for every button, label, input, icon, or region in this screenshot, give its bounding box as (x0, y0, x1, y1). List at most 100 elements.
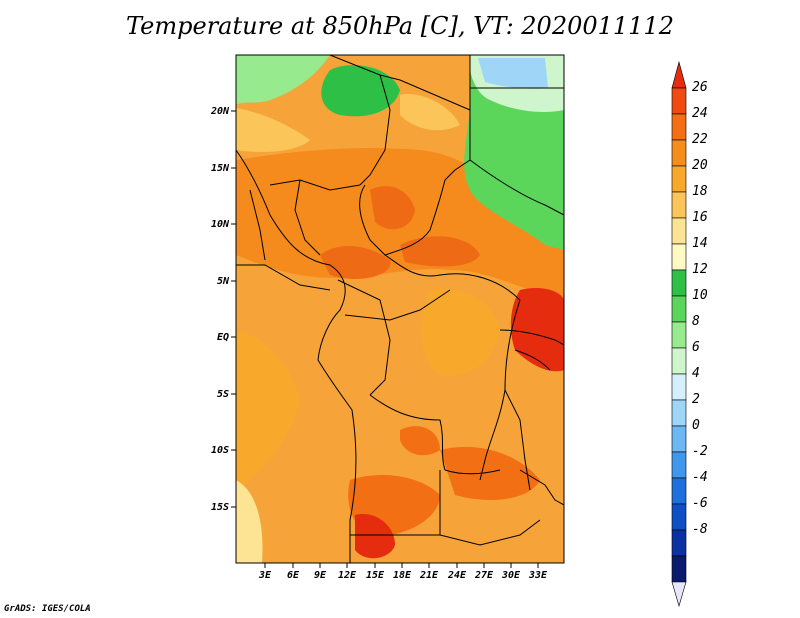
colorbar-box (671, 529, 687, 557)
lat-tick-label: 10N (211, 219, 230, 230)
colorbar-box (671, 373, 687, 401)
country-boundaries (236, 55, 564, 563)
colorbar-box (671, 399, 687, 427)
border-uganda (499, 329, 564, 346)
colorbar-label: -6 (692, 496, 708, 511)
border-west-1 (249, 189, 266, 261)
colorbar-box (671, 425, 687, 453)
border-north-2 (359, 74, 391, 186)
border-benin-nigeria (294, 179, 321, 256)
lon-tick-label: 21E (419, 570, 439, 581)
lake-victoria-border (514, 349, 551, 371)
colorbar-label: 18 (692, 184, 708, 199)
lat-tick-label: 10S (211, 445, 229, 456)
warm-patch-south-2 (440, 446, 540, 500)
mild-patch-north (400, 94, 460, 131)
cool-coast-sw (236, 480, 263, 563)
border-malawi (519, 469, 564, 506)
colorbar-label: 0 (692, 418, 700, 433)
lon-tick-label: 27E (474, 570, 494, 581)
cool-region-nw (236, 55, 330, 105)
border-drc-south (369, 394, 501, 475)
mild-region-congo (421, 289, 500, 376)
colorbar-label: 24 (692, 106, 708, 121)
colorbar-label: 22 (692, 132, 708, 147)
temperature-field (236, 55, 564, 563)
border-cameroon-congo (337, 279, 391, 396)
border-sudan-east (469, 159, 564, 216)
colorbar-box (671, 477, 687, 505)
border-ne (469, 87, 564, 110)
cool-region-north (236, 55, 564, 250)
colorbar-label: -2 (692, 444, 708, 459)
lat-tick-label: 20N (210, 106, 230, 117)
colorbar-box (671, 503, 687, 531)
colorbar-box (671, 295, 687, 323)
colorbar-label: 16 (692, 210, 708, 225)
colorbar-box (671, 555, 687, 583)
colorbar-label: 6 (692, 340, 700, 355)
mild-region-west (236, 330, 300, 490)
colorbar: 26 24 22 20 18 16 14 12 10 8 6 4 2 0 -2 … (671, 60, 708, 608)
warm-patch-south-3 (400, 426, 440, 456)
lon-tick-label: 9E (314, 570, 327, 581)
colorbar-box (671, 165, 687, 193)
colorbar-arrow-bottom (671, 581, 687, 608)
hot-region-east (510, 288, 564, 372)
lat-tick-label: 5N (217, 276, 230, 287)
colorbar-box (671, 347, 687, 375)
colorbar-box (671, 243, 687, 271)
colorbar-label: 8 (692, 314, 700, 329)
colorbar-label: 26 (692, 80, 708, 95)
lon-tick-label: 30E (501, 570, 521, 581)
lon-tick-label: 33E (528, 570, 548, 581)
colorbar-box (671, 87, 687, 115)
colorbar-label: 4 (692, 366, 700, 381)
colorbar-labels: 26 24 22 20 18 16 14 12 10 8 6 4 2 0 -2 … (692, 80, 708, 537)
colorbar-label: 12 (692, 262, 708, 277)
lat-tick-label: 5S (217, 389, 229, 400)
hot-patch-south (355, 514, 395, 559)
colorbar-label: -8 (692, 522, 708, 537)
colorbar-label: 2 (692, 392, 700, 407)
lon-tick-label: 3E (258, 570, 272, 581)
hot-patch-3 (400, 236, 480, 267)
lon-tick-label: 18E (393, 570, 412, 581)
border-north-1 (329, 55, 471, 111)
colorbar-box (671, 217, 687, 245)
lon-tick-label: 6E (287, 570, 300, 581)
lon-axis: 3E 6E 9E 12E 15E 18E 21E 24E 27E 30E 33E (258, 563, 548, 581)
border-zambia (439, 470, 541, 546)
lon-tick-label: 15E (366, 570, 385, 581)
lon-tick-label: 24E (447, 570, 467, 581)
colorbar-box (671, 139, 687, 167)
coastline-west (236, 149, 357, 563)
colorbar-label: 10 (692, 288, 708, 303)
lat-axis: 20N 15N 10N 5N EQ 5S 10S 15S (210, 106, 236, 513)
lat-tick-label: 15S (211, 502, 229, 513)
colorbar-box (671, 191, 687, 219)
colorbar-box (671, 113, 687, 141)
border-car (384, 254, 521, 301)
grads-credit: GrADS: IGES/COLA (4, 604, 91, 614)
cold-patch-ne (478, 58, 548, 89)
colorbar-box (671, 451, 687, 479)
lon-tick-label: 12E (338, 570, 357, 581)
colorbar-box (671, 269, 687, 297)
mild-patch-west (236, 108, 310, 152)
coastline-gulf-guinea (236, 264, 331, 291)
cool-patch-green (321, 65, 400, 117)
colorbar-label: 14 (692, 236, 708, 251)
border-niger-nigeria (269, 179, 361, 191)
border-congo-north (344, 289, 451, 321)
chart-title: Temperature at 850hPa [C], VT: 202001111… (126, 12, 674, 40)
colorbar-label: 20 (692, 158, 708, 173)
colorbar-label: -4 (692, 470, 708, 485)
colorbar-boxes (671, 60, 687, 608)
lat-tick-label: 15N (211, 163, 230, 174)
border-chad (359, 179, 446, 256)
colorbar-arrow-top (671, 60, 687, 89)
hot-patch-1 (370, 186, 415, 230)
colorbar-box (671, 321, 687, 349)
